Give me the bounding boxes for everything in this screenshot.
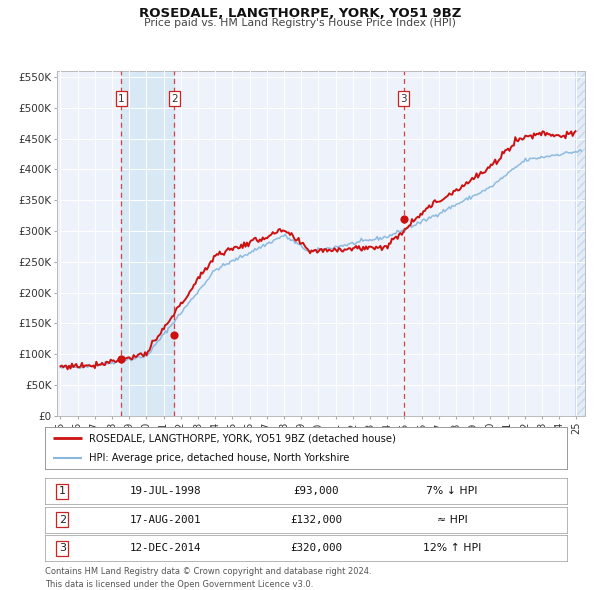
Text: 17-AUG-2001: 17-AUG-2001 bbox=[130, 514, 201, 525]
Text: £320,000: £320,000 bbox=[290, 543, 343, 553]
Text: £93,000: £93,000 bbox=[293, 486, 339, 496]
Text: £132,000: £132,000 bbox=[290, 514, 343, 525]
Text: 1: 1 bbox=[118, 94, 125, 103]
Text: This data is licensed under the Open Government Licence v3.0.: This data is licensed under the Open Gov… bbox=[45, 580, 313, 589]
Text: HPI: Average price, detached house, North Yorkshire: HPI: Average price, detached house, Nort… bbox=[89, 453, 350, 463]
Point bbox=[116, 354, 126, 363]
Point bbox=[170, 330, 179, 339]
Text: 19-JUL-1998: 19-JUL-1998 bbox=[130, 486, 201, 496]
Text: 2: 2 bbox=[59, 514, 66, 525]
Text: ROSEDALE, LANGTHORPE, YORK, YO51 9BZ (detached house): ROSEDALE, LANGTHORPE, YORK, YO51 9BZ (de… bbox=[89, 433, 396, 443]
Bar bbox=[575, 71, 585, 416]
Text: 3: 3 bbox=[59, 543, 66, 553]
Text: 12% ↑ HPI: 12% ↑ HPI bbox=[423, 543, 481, 553]
Bar bbox=[121, 71, 175, 416]
Text: ROSEDALE, LANGTHORPE, YORK, YO51 9BZ: ROSEDALE, LANGTHORPE, YORK, YO51 9BZ bbox=[139, 7, 461, 20]
Text: 1: 1 bbox=[59, 486, 66, 496]
Text: 2: 2 bbox=[171, 94, 178, 103]
Text: 3: 3 bbox=[400, 94, 407, 103]
Text: 12-DEC-2014: 12-DEC-2014 bbox=[130, 543, 201, 553]
Text: Price paid vs. HM Land Registry's House Price Index (HPI): Price paid vs. HM Land Registry's House … bbox=[144, 18, 456, 28]
Point bbox=[399, 214, 409, 224]
Text: 7% ↓ HPI: 7% ↓ HPI bbox=[427, 486, 478, 496]
Text: Contains HM Land Registry data © Crown copyright and database right 2024.: Contains HM Land Registry data © Crown c… bbox=[45, 567, 371, 576]
Text: ≈ HPI: ≈ HPI bbox=[437, 514, 467, 525]
